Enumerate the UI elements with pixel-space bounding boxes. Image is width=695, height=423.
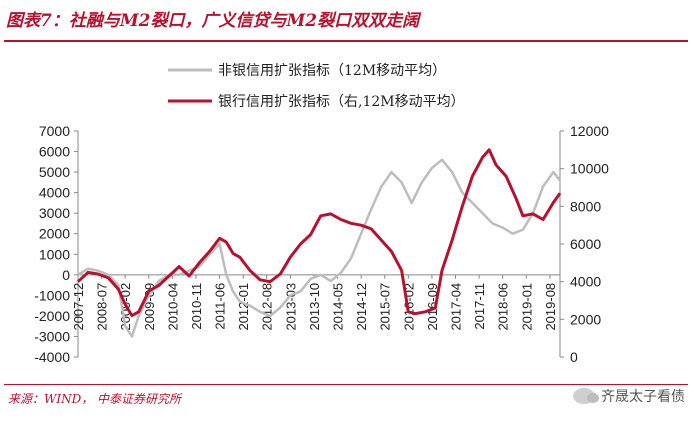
x-tick-label: 2013-03	[283, 283, 298, 331]
left-tick-label: -3000	[34, 328, 70, 344]
x-tick-label: 2019-08	[543, 283, 558, 331]
x-tick-label: 2012-08	[260, 283, 275, 331]
x-tick-label: 2017-04	[449, 283, 464, 331]
chart-canvas: -4000 -3000 -2000 -1000 0 1000 2000 3000 4000 500…	[34, 63, 609, 365]
left-tick-label: 3000	[39, 205, 70, 221]
left-tick-label: -2000	[34, 308, 70, 324]
left-tick-label: 2000	[39, 226, 70, 242]
series-line-bank-credit	[76, 148, 562, 318]
left-tick-label: 1000	[39, 246, 70, 262]
left-tick-label: 4000	[39, 185, 70, 201]
right-tick-label: 2000	[570, 311, 601, 327]
left-tick-label: 5000	[39, 164, 70, 180]
title-divider	[4, 40, 688, 42]
x-tick-label: 2017-11	[472, 283, 487, 330]
left-tick-label: -1000	[34, 287, 70, 303]
right-tick-label: 6000	[570, 236, 601, 252]
x-tick-label: 2019-01	[519, 283, 534, 331]
right-tick-label: 10000	[570, 161, 609, 177]
x-tick-label: 2015-07	[378, 283, 393, 331]
x-tick-label: 2011-06	[213, 283, 228, 330]
x-tick-label: 2010-11	[189, 283, 204, 330]
source-note: 来源：WIND， 中泰证券研究所	[8, 392, 182, 406]
legend-label: 银行信用扩张指标（右,12M移动平均）	[218, 94, 465, 110]
x-tick-label: 2014-12	[354, 283, 369, 331]
watermark-text: 齐晟太子看债	[601, 389, 685, 405]
wechat-icon	[573, 388, 599, 404]
right-tick-label: 4000	[570, 274, 601, 290]
x-tick-label: 2010-04	[165, 283, 180, 331]
right-tick-label: 8000	[570, 198, 601, 214]
x-tick-label: 2008-07	[95, 283, 110, 331]
x-tick-label: 2007-12	[71, 283, 86, 331]
x-tick-label: 2012-01	[236, 283, 251, 331]
x-tick-label: 2018-06	[496, 283, 511, 331]
watermark: 齐晟太子看债	[573, 386, 685, 406]
left-tick-label: 0	[62, 267, 70, 283]
x-tick-label: 2014-05	[331, 283, 346, 331]
right-tick-label: 0	[570, 349, 578, 365]
chart-title: 图表7：社融与M2裂口，广义信贷与M2裂口双双走阔	[6, 11, 420, 31]
left-tick-label: 6000	[39, 144, 70, 160]
left-tick-label: -4000	[34, 349, 70, 365]
source-divider	[4, 384, 688, 385]
left-tick-label: 7000	[39, 123, 70, 139]
right-tick-label: 12000	[570, 123, 609, 139]
x-tick-label: 2013-10	[307, 283, 322, 331]
legend-label: 非银信用扩张指标（12M移动平均）	[218, 63, 446, 79]
